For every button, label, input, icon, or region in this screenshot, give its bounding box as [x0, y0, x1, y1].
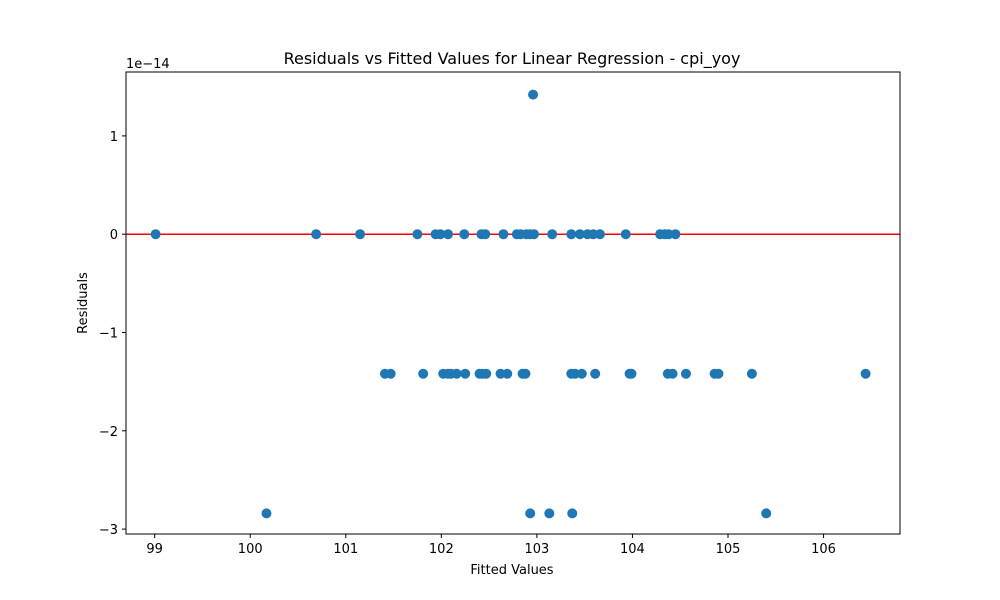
data-point-27 [528, 89, 539, 100]
data-point-57 [525, 508, 536, 519]
data-point-54 [746, 368, 757, 379]
x-tick-label-4: 103 [524, 542, 549, 557]
data-point-1 [311, 229, 322, 240]
data-point-45 [576, 368, 587, 379]
data-point-10 [498, 229, 509, 240]
data-point-53 [713, 368, 724, 379]
data-point-58 [544, 508, 555, 519]
data-point-46 [590, 368, 601, 379]
x-tick-label-1: 100 [238, 542, 263, 557]
data-point-7 [459, 229, 470, 240]
x-tick-label-7: 106 [811, 542, 836, 557]
data-point-56 [261, 508, 272, 519]
data-point-17 [566, 229, 577, 240]
y-tick-label-0: −3 [99, 523, 118, 538]
data-point-0 [150, 229, 161, 240]
x-tick-label-6: 105 [716, 542, 741, 557]
data-point-18 [574, 229, 585, 240]
x-tick-label-3: 102 [429, 542, 454, 557]
data-point-3 [412, 229, 423, 240]
data-point-40 [502, 368, 513, 379]
data-point-2 [355, 229, 366, 240]
y-axis-ticks: −3 −2 −1 0 1 [99, 130, 126, 538]
y-axis-label: Residuals [76, 272, 91, 334]
x-tick-label-5: 104 [620, 542, 645, 557]
data-point-35 [460, 368, 471, 379]
x-axis-ticks: 99 100 101 102 103 104 105 106 [146, 534, 836, 557]
data-point-59 [567, 508, 578, 519]
data-point-15 [529, 229, 540, 240]
y-tick-label-1: −2 [99, 425, 118, 440]
x-tick-label-0: 99 [146, 542, 163, 557]
plot-area [126, 72, 900, 534]
data-point-5 [435, 229, 446, 240]
x-axis-label: Fitted Values [470, 563, 553, 578]
y-tick-label-4: 1 [110, 130, 118, 145]
data-point-50 [667, 368, 678, 379]
data-point-9 [480, 229, 491, 240]
points-group [150, 89, 871, 519]
y-tick-label-2: −1 [99, 326, 118, 341]
y-tick-label-3: 0 [110, 228, 118, 243]
plot-frame [125, 71, 901, 535]
data-point-29 [385, 368, 396, 379]
data-point-30 [418, 368, 429, 379]
data-point-51 [680, 368, 691, 379]
data-point-42 [520, 368, 531, 379]
data-point-22 [620, 229, 631, 240]
chart-title: Residuals vs Fitted Values for Linear Re… [284, 49, 741, 69]
data-point-38 [481, 368, 492, 379]
data-point-60 [761, 508, 772, 519]
data-point-34 [451, 368, 462, 379]
y-offset-label: 1e−14 [126, 57, 170, 72]
data-point-48 [626, 368, 637, 379]
data-point-6 [443, 229, 454, 240]
data-point-16 [547, 229, 558, 240]
data-point-21 [594, 229, 605, 240]
data-point-26 [670, 229, 681, 240]
data-point-55 [860, 368, 871, 379]
x-tick-label-2: 101 [333, 542, 358, 557]
